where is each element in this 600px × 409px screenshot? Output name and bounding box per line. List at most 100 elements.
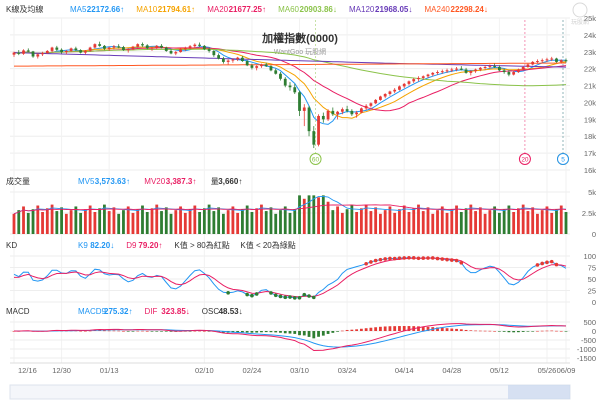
kd-green-dot [269, 291, 273, 295]
volume-bar [321, 195, 325, 234]
candle-body [264, 64, 268, 67]
volume-panel[interactable]: 5k 2.5k 0 成交量 MV5 3,573.63↑ MV20 3,387.3↑ 量 … [6, 176, 596, 239]
candle-body [497, 66, 501, 71]
candle-body [326, 110, 330, 120]
osc-bar [440, 327, 444, 331]
ma-cross-markers: 6020105 [309, 20, 569, 165]
osc-bar [355, 329, 359, 331]
candle-body [345, 109, 349, 111]
volume-bar [250, 211, 254, 234]
kd-red-dot [392, 256, 397, 261]
candle-body [279, 73, 282, 79]
kd-green-dot [292, 296, 297, 300]
volume-bar [512, 211, 516, 234]
osc-bar [398, 326, 401, 331]
volume-bar [502, 209, 506, 234]
price-panel[interactable]: 25k 24k 23k 22k 21k 20k 19k 18k 17k 16k K線及均線 MA5… [6, 4, 596, 363]
kd-red-dot [440, 257, 445, 261]
candle-body [93, 44, 97, 48]
x-tick-label: 03/24 [338, 366, 357, 375]
volume-bar [50, 204, 54, 234]
legend-series-name: DIF [145, 307, 158, 316]
kd-y-axis: 100 75 50 25 0 [583, 252, 596, 307]
legend-series-name: MA10 [136, 5, 157, 14]
candle-body [478, 67, 482, 70]
osc-bar [103, 330, 106, 332]
kd-note: K值 < 20為綠點 [240, 240, 295, 250]
volume-bar [103, 204, 106, 234]
x-tick-label: 04/28 [442, 366, 461, 375]
candle-body [526, 64, 530, 67]
osc-bar [264, 331, 268, 333]
volume-bar [450, 209, 454, 234]
volume-bar [545, 206, 549, 234]
candle-body [260, 64, 263, 67]
volume-bar [412, 208, 416, 234]
osc-bar [169, 331, 173, 332]
candle-body [321, 115, 325, 120]
candle-body [79, 50, 83, 53]
macd-y-tick: -1500 [577, 354, 596, 363]
osc-bar [317, 331, 320, 337]
osc-bar [122, 330, 125, 332]
volume-bar [221, 213, 225, 234]
osc-bar [312, 331, 316, 339]
volume-bar [436, 210, 439, 234]
kd-red-dot [540, 261, 545, 266]
volume-bar [126, 206, 130, 234]
kd-panel[interactable]: 100 75 50 25 0 KD K9 82.20↓ D9 79.20↑ K值 > 80為… [6, 240, 596, 307]
volume-bar [298, 195, 301, 234]
volume-bar [307, 195, 311, 234]
volume-bar [312, 195, 316, 234]
candle-body [436, 72, 439, 74]
osc-bar [188, 331, 192, 332]
kd-red-dot [535, 263, 540, 267]
osc-bar [145, 330, 149, 332]
osc-bar [269, 331, 273, 333]
navigator-track[interactable] [9, 384, 571, 400]
dif-line [13, 323, 567, 352]
legend-series-value: 323.85↓ [161, 307, 189, 316]
candle-body [293, 87, 297, 93]
candle-body [64, 50, 68, 53]
legend-series-value: 275.32↑ [104, 307, 132, 316]
osc-bar [236, 331, 240, 333]
osc-bar [393, 326, 397, 331]
volume-bar [74, 206, 78, 234]
osc-bar [279, 331, 282, 333]
candle-body [283, 78, 287, 86]
osc-bar [555, 330, 558, 332]
osc-bar [198, 330, 201, 332]
volume-bar [283, 206, 287, 234]
volume-bar [388, 206, 392, 234]
kd-green-dot [278, 294, 283, 299]
candle-body [226, 60, 230, 62]
moving-average-lines [13, 45, 567, 125]
watermark: 玩股網 [571, 2, 589, 26]
volume-bar [293, 209, 297, 234]
k9-line [13, 257, 567, 299]
kd-green-dot [297, 295, 302, 300]
volume-bar [169, 213, 173, 234]
candle-body [350, 110, 354, 115]
volume-bar [31, 209, 35, 234]
legend-series-value: 20903.86↓ [300, 5, 337, 14]
kd-note: K值 > 80為紅點 [174, 240, 229, 250]
x-tick-label: 02/24 [243, 366, 262, 375]
watermark-logo-icon [572, 2, 588, 18]
price-y-tick: 20k [584, 98, 596, 107]
kd-y-tick: 50 [588, 275, 596, 284]
candle-body [302, 107, 306, 111]
volume-bar [374, 207, 378, 234]
volume-bar [426, 207, 430, 234]
kd-green-dot [273, 293, 278, 298]
candle-body [412, 79, 416, 82]
volume-bar [279, 210, 282, 234]
candle-body [488, 66, 492, 68]
kd-green-dot [283, 295, 288, 300]
range-navigator[interactable] [9, 384, 571, 400]
navigator-window[interactable] [508, 385, 570, 399]
osc-bar [112, 330, 116, 332]
